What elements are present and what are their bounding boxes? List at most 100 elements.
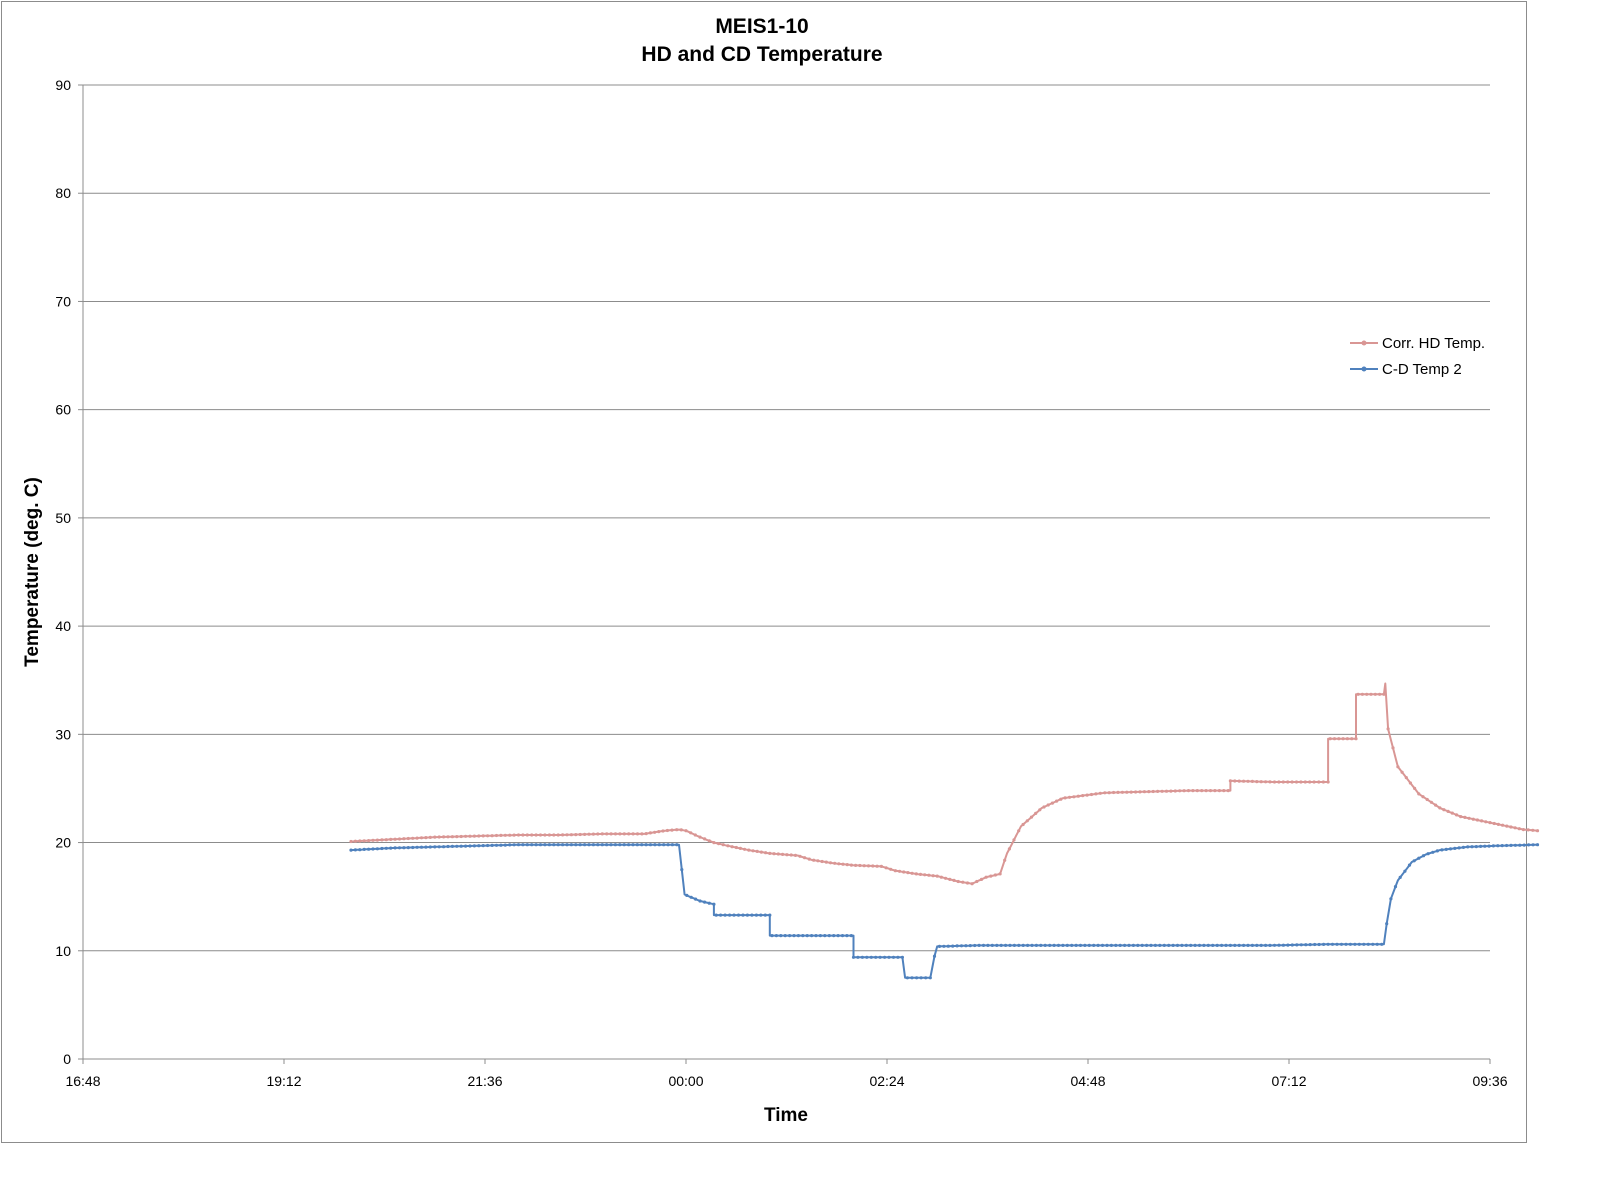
data-point — [1004, 943, 1008, 948]
data-point — [446, 844, 450, 849]
data-point — [837, 862, 841, 866]
data-point — [424, 845, 428, 849]
data-point — [1350, 737, 1354, 741]
data-point — [989, 874, 993, 878]
data-point — [845, 934, 849, 938]
data-point — [468, 844, 472, 848]
data-point — [1407, 863, 1412, 867]
data-point — [1425, 797, 1429, 802]
data-point — [1487, 844, 1491, 848]
data-point — [1094, 792, 1098, 796]
data-point — [684, 829, 688, 833]
data-point — [1421, 795, 1425, 799]
x-axis-title: Time — [764, 1105, 808, 1126]
data-point — [1246, 779, 1250, 783]
data-point — [1083, 943, 1087, 948]
data-point — [1105, 943, 1109, 948]
data-point — [1134, 790, 1138, 794]
data-point — [472, 844, 476, 848]
data-point — [587, 832, 591, 836]
data-point — [1312, 780, 1316, 784]
y-tick-label: 40 — [55, 618, 71, 634]
data-point — [689, 831, 693, 835]
data-point — [1142, 790, 1146, 794]
data-point — [1213, 789, 1217, 793]
data-point — [1457, 846, 1461, 850]
data-point — [719, 913, 723, 917]
y-axis-ticks: 0 10 20 30 40 50 60 70 80 90 — [55, 77, 83, 1067]
data-point — [931, 874, 935, 878]
data-point — [442, 845, 446, 849]
data-point — [910, 976, 914, 980]
data-point — [552, 833, 556, 837]
data-point — [565, 843, 569, 847]
data-point — [1103, 791, 1107, 795]
data-point — [1474, 845, 1478, 849]
data-point — [1186, 789, 1191, 793]
data-point — [781, 852, 785, 857]
data-point — [927, 873, 931, 877]
data-point — [516, 833, 521, 837]
data-point — [402, 846, 406, 850]
data-point — [1500, 844, 1504, 848]
data-point — [499, 833, 503, 838]
y-tick-label: 60 — [55, 402, 71, 418]
data-point — [776, 852, 780, 856]
data-point — [657, 830, 661, 834]
data-point — [1517, 827, 1521, 831]
data-point — [851, 955, 856, 959]
data-point — [924, 976, 928, 980]
data-point — [521, 843, 525, 847]
data-point — [472, 834, 476, 838]
data-point — [675, 843, 679, 847]
data-point — [1074, 943, 1078, 948]
data-point — [841, 862, 845, 866]
x-tick-label: 16:48 — [65, 1073, 100, 1089]
data-point — [805, 934, 809, 938]
data-point — [1096, 943, 1100, 948]
data-point — [1217, 789, 1221, 793]
data-point — [866, 864, 871, 868]
data-point — [932, 954, 937, 958]
series-c-d-temp-2 — [349, 843, 1540, 980]
data-point — [622, 832, 626, 836]
data-point — [906, 871, 910, 875]
data-point — [622, 843, 626, 847]
data-point — [1386, 727, 1390, 731]
data-point — [1483, 844, 1487, 848]
data-point — [1403, 869, 1407, 873]
data-point — [849, 934, 853, 938]
data-point — [380, 846, 384, 851]
data-point — [393, 846, 397, 850]
data-point — [990, 943, 994, 948]
data-point — [358, 839, 362, 843]
data-point — [1048, 943, 1052, 948]
data-point — [1286, 780, 1290, 784]
data-point — [685, 893, 689, 898]
data-point — [1171, 943, 1175, 948]
data-point — [1385, 922, 1389, 926]
data-point — [512, 843, 516, 847]
data-point — [923, 873, 927, 877]
x-tick-label: 07:12 — [1271, 1073, 1306, 1089]
data-point — [1365, 692, 1369, 696]
data-point — [402, 837, 406, 841]
y-tick-label: 30 — [55, 726, 71, 742]
data-point — [1087, 943, 1091, 948]
data-point — [919, 976, 923, 980]
data-point — [1378, 692, 1382, 696]
y-tick-label: 90 — [55, 77, 71, 93]
data-point — [1491, 844, 1495, 848]
data-point — [1264, 943, 1268, 948]
data-point — [770, 934, 774, 938]
data-point — [854, 863, 858, 868]
data-point — [1304, 943, 1308, 947]
data-point — [543, 833, 547, 837]
data-point — [730, 845, 734, 849]
data-point — [865, 955, 869, 959]
data-point — [965, 881, 970, 885]
data-point — [464, 834, 468, 838]
data-point — [779, 934, 783, 938]
y-tick-label: 20 — [55, 835, 71, 851]
data-point — [670, 828, 674, 832]
